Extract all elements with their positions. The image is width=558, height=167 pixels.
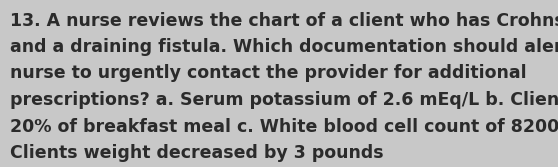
Text: prescriptions? a. Serum potassium of 2.6 mEq/L b. Client ate: prescriptions? a. Serum potassium of 2.6… (10, 91, 558, 109)
Text: and a draining fistula. Which documentation should alert the: and a draining fistula. Which documentat… (10, 38, 558, 56)
Text: nurse to urgently contact the provider for additional: nurse to urgently contact the provider f… (10, 64, 527, 82)
Text: Clients weight decreased by 3 pounds: Clients weight decreased by 3 pounds (10, 144, 384, 162)
Text: 13. A nurse reviews the chart of a client who has Crohns disease: 13. A nurse reviews the chart of a clien… (10, 12, 558, 30)
Text: 20% of breakfast meal c. White blood cell count of 8200/mm3 d.: 20% of breakfast meal c. White blood cel… (10, 117, 558, 135)
